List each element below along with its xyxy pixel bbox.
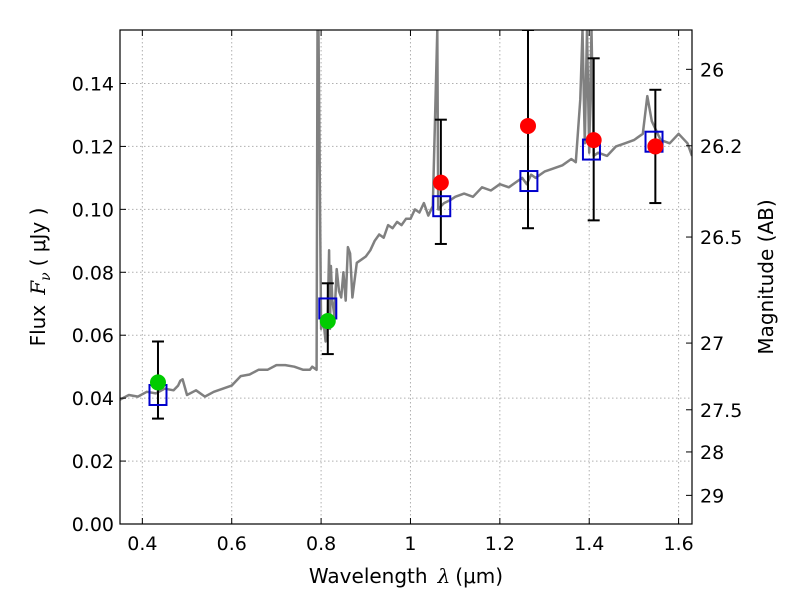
y2-tick-label: 26.5 [700,227,742,249]
x-tick-label: 1.2 [485,533,515,555]
photometry-point [319,313,336,330]
photometry-point [149,374,166,391]
y2-tick-label: 29 [700,485,724,507]
y2-tick-label: 27 [700,333,724,355]
plot-frame [119,29,693,525]
x-axis-title: Wavelength λ (μm) [309,564,503,588]
y-tick-label: 0.14 [72,73,114,95]
y-tick-label: 0.02 [72,451,114,473]
y-tick-label: 0.00 [72,514,114,536]
y2-tick-label: 27.5 [700,400,742,422]
y2-axis-title: Magnitude (AB) [754,199,778,354]
plot-area [120,30,692,420]
model-band-marker [432,195,452,218]
y-tick-label: 0.12 [72,136,114,158]
x-tick-label: 0.4 [127,533,157,555]
y2-tick-label: 28 [700,442,724,464]
y-tick-label: 0.10 [72,199,114,221]
y2-tick-label: 26.2 [700,136,742,158]
x-tick-label: 1.4 [574,533,604,555]
y-tick-label: 0.06 [72,325,114,347]
y2-tick-label: 26 [700,59,724,81]
axes: 0.4 0.6 0.8 1 1.2 1.4 1.6 0.00 0.02 0.04 0.06 0.08 0… [72,30,742,555]
spectrum-line [120,30,692,401]
y-axis-title: FluxFν( μJy ) [26,208,54,347]
x-tick-label: 1 [404,533,416,555]
photometry-point [432,174,449,191]
x-tick-label: 0.8 [306,533,336,555]
model-band-marker [519,170,539,193]
photometry-point [585,132,602,149]
photometry-point [519,117,536,134]
photometry-point [647,138,664,155]
y-tick-label: 0.04 [72,388,114,410]
x-tick-label: 1.6 [663,533,693,555]
x-tick-label: 0.6 [217,533,247,555]
y-tick-label: 0.08 [72,262,114,284]
